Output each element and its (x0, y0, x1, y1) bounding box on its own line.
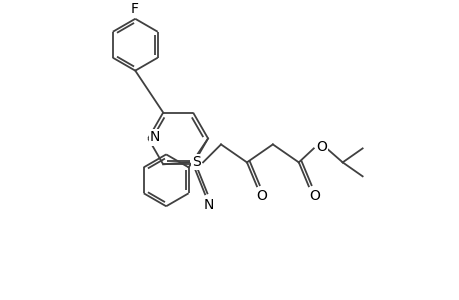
Text: O: O (256, 189, 267, 203)
Text: O: O (316, 140, 326, 154)
Text: F: F (130, 2, 138, 16)
Text: S: S (191, 155, 200, 170)
Text: N: N (150, 130, 160, 144)
Text: O: O (308, 189, 319, 203)
Text: N: N (203, 198, 214, 212)
